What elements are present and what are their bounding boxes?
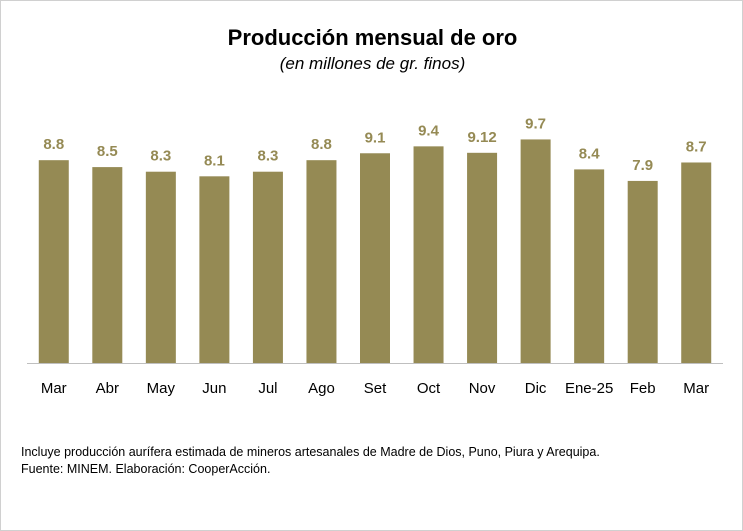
data-label-8: 9.12 [467, 129, 496, 146]
data-label-12: 8.7 [686, 138, 707, 155]
data-label-1: 8.5 [97, 143, 118, 160]
data-label-11: 7.9 [632, 157, 653, 174]
data-label-4: 8.3 [257, 148, 278, 165]
bar-3 [199, 176, 230, 363]
data-label-10: 8.4 [579, 145, 601, 162]
data-label-6: 9.1 [365, 129, 386, 146]
bar-8 [467, 152, 498, 363]
data-label-2: 8.3 [150, 148, 171, 165]
bar-chart: 8.8 Mar 8.5 Abr 8.3 May 8.1 Jun 8.3 Jul 8.8 Ago 9.1 S… [27, 115, 723, 397]
x-tick-label-0: Mar [41, 380, 67, 397]
bar-4 [252, 171, 283, 363]
x-tick-label-7: Oct [417, 380, 441, 397]
bar-2 [145, 171, 176, 363]
bar-5 [306, 160, 337, 363]
bar-7 [413, 146, 444, 363]
bar-6 [360, 153, 390, 363]
bar-11 [627, 180, 658, 363]
bar-12 [681, 162, 712, 363]
x-tick-label-8: Nov [469, 380, 496, 397]
x-tick-label-9: Dic [525, 380, 547, 397]
x-tick-label-10: Ene-25 [565, 380, 613, 397]
chart-subtitle: (en millones de gr. finos) [279, 54, 466, 73]
x-tick-label-12: Mar [683, 380, 709, 397]
x-tick-label-11: Feb [630, 380, 656, 397]
x-tick-label-5: Ago [308, 380, 335, 397]
bar-9 [520, 139, 551, 363]
data-label-9: 9.7 [525, 115, 546, 132]
data-label-7: 9.4 [418, 122, 440, 139]
x-tick-label-4: Jul [258, 380, 277, 397]
bar-1 [92, 167, 123, 363]
bar-0 [38, 160, 69, 363]
x-tick-label-2: May [147, 380, 176, 397]
data-label-3: 8.1 [204, 152, 225, 169]
chart-notes: Incluye producción aurífera estimada de … [21, 444, 621, 478]
chart-title: Producción mensual de oro [227, 25, 518, 50]
data-label-5: 8.8 [311, 136, 332, 153]
data-label-0: 8.8 [43, 136, 64, 153]
x-tick-label-3: Jun [202, 380, 226, 397]
x-tick-label-6: Set [364, 380, 387, 397]
bar-10 [574, 169, 605, 363]
note-source: Fuente: MINEM. Elaboración: CooperAcción… [21, 462, 271, 476]
note-coverage: Incluye producción aurífera estimada de … [21, 445, 600, 459]
x-tick-label-1: Abr [96, 380, 119, 397]
